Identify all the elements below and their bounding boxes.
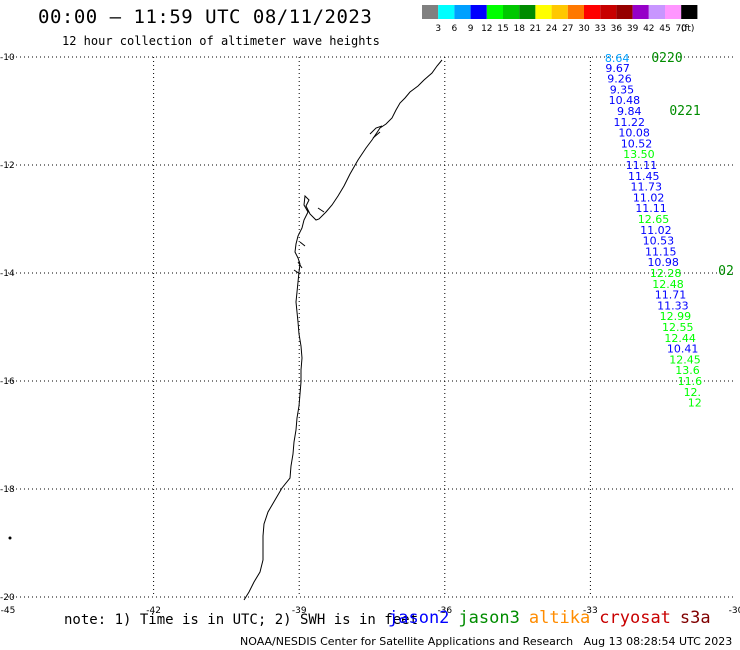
lon-tick-label: -39 xyxy=(292,606,307,616)
scale-tick-label: 6 xyxy=(452,24,458,34)
swh-value: 12.28 xyxy=(650,267,682,280)
swh-value: 12.48 xyxy=(652,278,684,291)
swh-value: 11.11 xyxy=(635,202,667,215)
swh-value: 12.99 xyxy=(660,310,692,323)
swh-value: 10.98 xyxy=(647,256,679,269)
scale-tick-label: 30 xyxy=(578,24,590,34)
legend-entry: jason3 xyxy=(458,608,520,628)
swh-value: 12 xyxy=(688,397,702,410)
scale-tick-label: 70 xyxy=(675,24,687,34)
chart-subtitle: 12 hour collection of altimeter wave hei… xyxy=(62,34,380,48)
pass-time-label: 0221 xyxy=(669,104,700,119)
scale-swatch xyxy=(519,5,536,19)
scale-swatch xyxy=(665,5,682,19)
credit-line: NOAA/NESDIS Center for Satellite Applica… xyxy=(240,635,733,648)
scale-tick-label: 21 xyxy=(530,24,541,34)
scale-swatch xyxy=(600,5,617,19)
swh-value: 11.45 xyxy=(628,170,660,183)
chart-title: 00:00 – 11:59 UTC 08/11/2023 xyxy=(38,6,373,28)
scale-tick-label: 12 xyxy=(481,24,492,34)
scale-tick-label: 39 xyxy=(627,24,639,34)
legend-entry: s3a xyxy=(679,608,711,628)
scale-unit-label: (ft) xyxy=(681,24,695,34)
swh-value: 11.11 xyxy=(626,159,658,172)
swh-value: 11.15 xyxy=(645,245,677,258)
lon-tick-label: -42 xyxy=(146,606,161,616)
legend-entry: altika xyxy=(528,608,591,628)
swh-value: 9.84 xyxy=(617,105,642,118)
scale-tick-label: 9 xyxy=(468,24,474,34)
scale-swatch xyxy=(454,5,471,19)
lat-tick-label: -18 xyxy=(0,485,15,495)
pass-time-label: 02 xyxy=(718,264,734,279)
swh-value: 12.45 xyxy=(669,353,701,366)
scale-swatch xyxy=(422,5,439,19)
scale-swatch xyxy=(616,5,633,19)
lat-tick-label: -14 xyxy=(0,269,15,279)
scale-tick-label: 27 xyxy=(562,24,573,34)
lat-tick-label: -10 xyxy=(0,53,15,63)
scale-swatch xyxy=(648,5,665,19)
satellite-legend: jason2 jason3 altika cryosat s3a xyxy=(388,608,720,628)
swh-value: 11.22 xyxy=(613,116,645,129)
scale-tick-label: 36 xyxy=(611,24,623,34)
scale-tick-label: 15 xyxy=(497,24,508,34)
swh-value: 8.64 xyxy=(605,52,630,65)
lon-tick-label: -36 xyxy=(437,606,452,616)
scale-tick-label: 33 xyxy=(594,24,605,34)
lon-tick-label: -30 xyxy=(729,606,740,616)
swh-value: 11.33 xyxy=(657,299,689,312)
swh-value: 10.53 xyxy=(643,235,675,248)
swh-value: 11.02 xyxy=(640,224,672,237)
swh-value: 10.41 xyxy=(667,343,699,356)
swh-value: 9.67 xyxy=(605,62,630,75)
swh-value: 11.6 xyxy=(678,375,703,388)
swh-value: 12.55 xyxy=(662,321,694,334)
lat-tick-label: -16 xyxy=(0,377,15,387)
scale-swatch xyxy=(584,5,601,19)
swh-value: 13.6 xyxy=(675,364,700,377)
altimeter-track: 8.649.679.269.3510.489.8411.2210.0810.52… xyxy=(605,51,734,410)
swh-value: 9.35 xyxy=(610,83,635,96)
swh-value: 12.44 xyxy=(664,332,696,345)
lon-tick-label: -33 xyxy=(583,606,598,616)
swh-value: 10.48 xyxy=(609,94,641,107)
scale-swatch xyxy=(486,5,503,19)
brazil-coastline xyxy=(243,59,443,601)
pass-time-label: 0220 xyxy=(651,51,682,66)
scale-swatch xyxy=(503,5,520,19)
map-grid: -45 -42 -39 -36 -33 -30 -10 -12 -14 -16 -18 -20 xyxy=(0,53,740,616)
scale-swatch xyxy=(470,5,487,19)
swh-value: 12. xyxy=(684,386,702,399)
swh-value: 10.08 xyxy=(618,127,650,140)
scale-tick-label: 45 xyxy=(659,24,670,34)
lat-tick-label: -12 xyxy=(0,161,15,171)
swh-value: 11.73 xyxy=(630,181,662,194)
scale-tick-label: 18 xyxy=(513,24,525,34)
coastal-islets xyxy=(293,125,383,275)
scale-swatch xyxy=(438,5,455,19)
lat-tick-label: -20 xyxy=(0,593,15,603)
swh-value: 13.50 xyxy=(623,148,655,161)
swh-value: 9.26 xyxy=(607,73,632,86)
scale-swatch xyxy=(632,5,649,19)
scale-swatch xyxy=(535,5,552,19)
swh-value: 11.02 xyxy=(633,191,665,204)
swh-value: 12.65 xyxy=(638,213,670,226)
scale-swatch xyxy=(681,5,698,19)
scale-swatch xyxy=(551,5,568,19)
inland-dot xyxy=(8,536,12,540)
scale-tick-label: 24 xyxy=(546,24,558,34)
color-scale-bar: 3 6 9 12 15 18 21 24 27 30 33 36 39 42 45 70(ft) xyxy=(422,5,698,34)
swh-value: 11.71 xyxy=(655,289,687,302)
legend-entry: jason2 xyxy=(388,608,450,628)
scale-swatch xyxy=(567,5,584,19)
footnote: note: 1) Time is in UTC; 2) SWH is in fe… xyxy=(64,612,419,628)
lon-tick-label: -45 xyxy=(1,606,16,616)
legend-entry: cryosat xyxy=(599,608,671,628)
swh-value: 10.52 xyxy=(621,137,653,150)
scale-tick-label: 42 xyxy=(643,24,654,34)
scale-tick-label: 3 xyxy=(435,24,441,34)
